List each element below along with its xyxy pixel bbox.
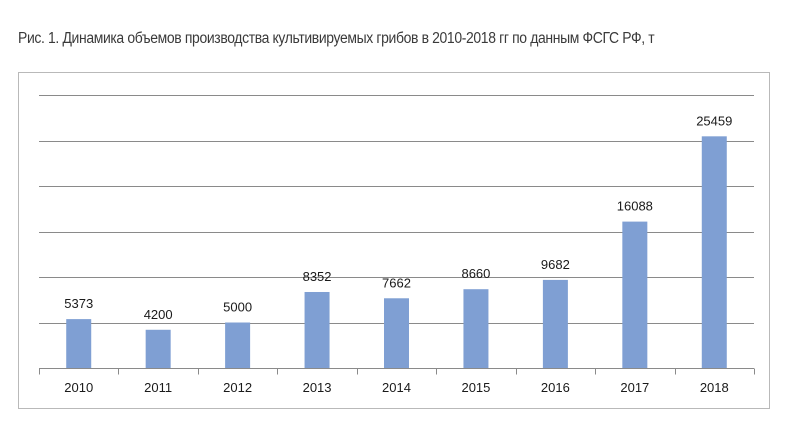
bar-2013 (304, 291, 330, 368)
bar-2018 (701, 136, 727, 368)
x-tick-label-2010: 2010 (64, 380, 93, 395)
x-tick-label-2018: 2018 (700, 380, 729, 395)
data-label-2012: 5000 (223, 300, 252, 315)
x-tick-label-2013: 2013 (303, 380, 332, 395)
bar-2015 (463, 289, 489, 368)
x-tick-label-2015: 2015 (461, 380, 490, 395)
chart-frame: 5373 2010 4200 2011 5000 2012 8352 2013 7662 2014… (18, 72, 770, 409)
data-label-2011: 4200 (144, 307, 173, 322)
data-label-2014: 7662 (382, 275, 411, 290)
data-label-2017: 16088 (617, 199, 653, 214)
x-tick-label-2011: 2011 (144, 380, 172, 395)
bar-2016 (542, 279, 568, 368)
x-tick-label-2016: 2016 (541, 380, 570, 395)
x-tick-label-2017: 2017 (620, 380, 649, 395)
data-label-2015: 8660 (461, 266, 490, 281)
data-label-2018: 25459 (696, 113, 732, 128)
bar-2017 (622, 221, 648, 368)
bar-2011 (145, 329, 171, 368)
x-tick-label-2012: 2012 (223, 380, 252, 395)
data-label-2016: 9682 (541, 257, 570, 272)
bar-2010 (66, 319, 92, 368)
bar-2014 (384, 298, 409, 368)
bar-2012 (225, 322, 251, 368)
figure-caption: Рис. 1. Динамика объемов производства ку… (18, 30, 655, 47)
data-label-2010: 5373 (64, 296, 93, 311)
bar-chart: 5373 2010 4200 2011 5000 2012 8352 2013 7662 2014… (39, 95, 755, 395)
data-label-2013: 8352 (303, 269, 332, 284)
x-tick-label-2014: 2014 (382, 380, 411, 395)
